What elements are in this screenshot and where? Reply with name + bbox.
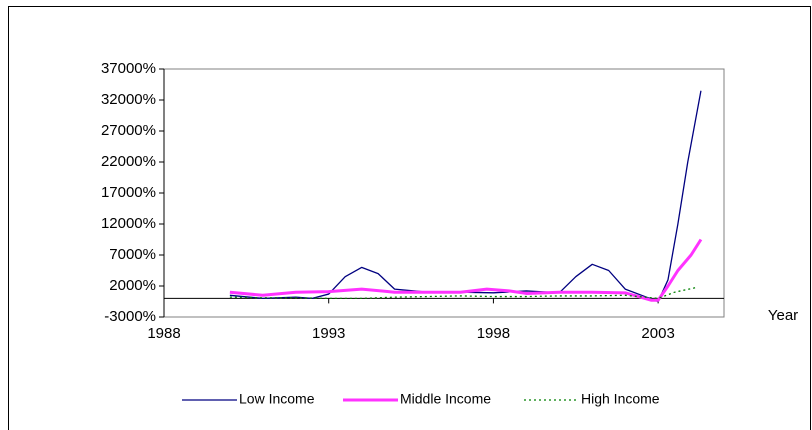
y-tick-label: -3000% [104, 308, 156, 325]
plot-area [163, 68, 725, 318]
y-tick-label: 17000% [101, 184, 156, 201]
x-tick-label: 1993 [312, 325, 345, 342]
y-tick-label: 37000% [101, 60, 156, 77]
y-tick-label: 12000% [101, 215, 156, 232]
series-line [229, 286, 698, 300]
series-line [229, 238, 703, 302]
x-tick-label: 2003 [641, 325, 674, 342]
legend-label: Low Income [239, 391, 315, 407]
x-axis-title: Year [768, 307, 798, 324]
y-tick-label: 2000% [109, 277, 156, 294]
legend-label: Middle Income [400, 391, 491, 407]
legend-label: High Income [581, 391, 660, 407]
x-tick-label: 1998 [477, 325, 510, 342]
x-tick-label: 1988 [147, 325, 180, 342]
series-line [229, 90, 702, 303]
chart-frame [8, 6, 811, 430]
y-tick-label: 7000% [109, 246, 156, 263]
y-tick-label: 22000% [101, 153, 156, 170]
y-tick-label: 32000% [101, 91, 156, 108]
y-tick-label: 27000% [101, 122, 156, 139]
